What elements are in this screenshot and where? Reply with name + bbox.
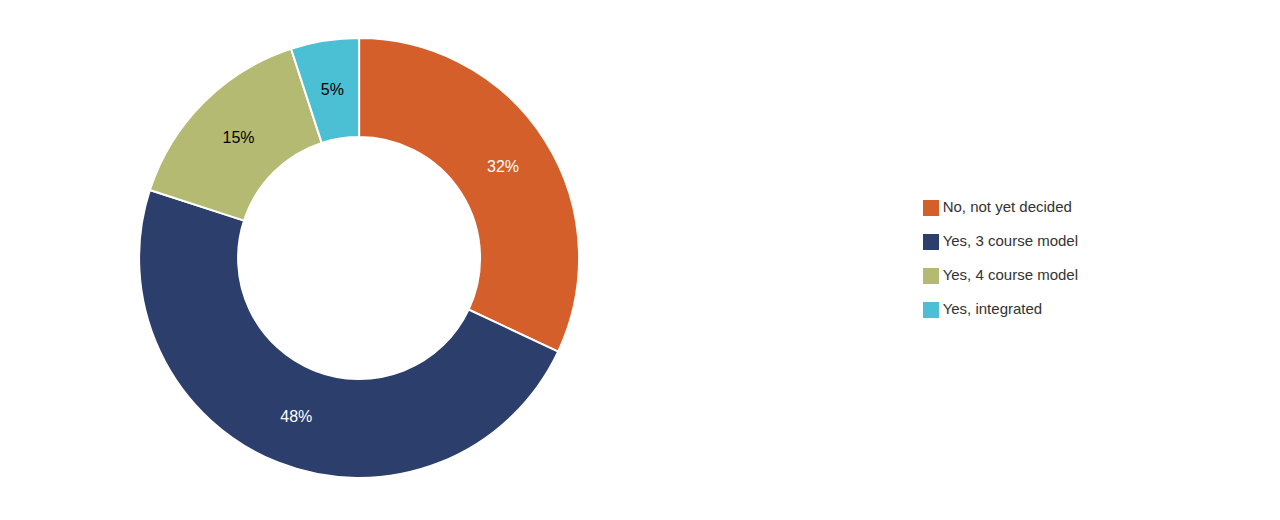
html-text:Yes, 4 course model: Yes, 4 course model <box>942 266 1078 283</box>
html-text:No, not yet decided: No, not yet decided <box>942 198 1072 215</box>
html-text:Yes, 3 course model: Yes, 3 course model <box>942 232 1078 249</box>
svg-text:15%: 15% <box>223 129 255 146</box>
html-text:Yes, integrated: Yes, integrated <box>942 300 1043 317</box>
svg-text:48%: 48% <box>280 408 312 425</box>
svg-text:32%: 32% <box>487 158 519 175</box>
svg-text:5%: 5% <box>321 81 344 98</box>
